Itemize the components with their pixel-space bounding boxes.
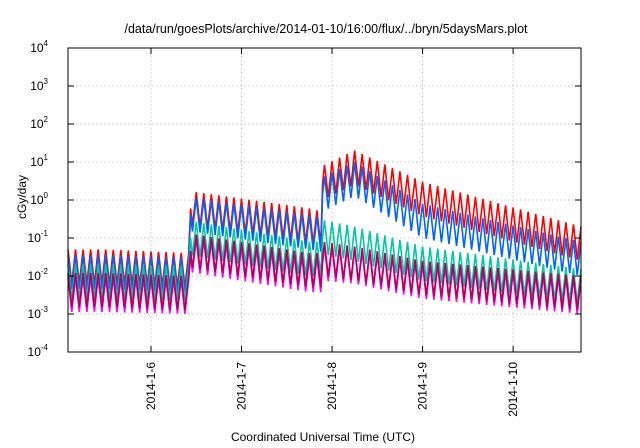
series-line bbox=[67, 234, 582, 311]
series-lines bbox=[67, 150, 582, 314]
x-axis-label: Coordinated Universal Time (UTC) bbox=[231, 430, 415, 444]
y-tick-label: 10-4 bbox=[28, 343, 49, 359]
y-tick-label: 10-1 bbox=[28, 229, 49, 245]
chart-title: /data/run/goesPlots/archive/2014-01-10/1… bbox=[124, 22, 528, 36]
y-tick-label: 104 bbox=[30, 39, 48, 55]
x-tick-label: 2014-1-7 bbox=[235, 362, 249, 410]
y-tick-labels: 10-4 10-3 10-2 10-1 100 101 102 103 104 bbox=[28, 39, 49, 359]
x-tick-label: 2014-1-6 bbox=[144, 362, 158, 410]
x-tick-label: 2014-1-9 bbox=[416, 362, 430, 410]
axis-ticks bbox=[68, 47, 581, 353]
y-tick-label: 101 bbox=[30, 153, 48, 169]
y-tick-label: 100 bbox=[30, 191, 48, 207]
y-tick-label: 103 bbox=[30, 77, 48, 93]
x-tick-label: 2014-1-8 bbox=[325, 362, 339, 410]
x-tick-label: 2014-1-10 bbox=[506, 362, 520, 417]
y-tick-label: 102 bbox=[30, 115, 48, 131]
x-tick-labels: 2014-1-6 2014-1-7 2014-1-8 2014-1-9 2014-1-1… bbox=[144, 362, 520, 417]
grid-lines bbox=[68, 48, 581, 352]
y-tick-label: 10-3 bbox=[28, 305, 49, 321]
y-axis-label: cGy/day bbox=[15, 175, 29, 219]
series-line bbox=[67, 220, 582, 304]
series-line bbox=[67, 161, 582, 293]
y-tick-label: 10-2 bbox=[28, 267, 49, 283]
